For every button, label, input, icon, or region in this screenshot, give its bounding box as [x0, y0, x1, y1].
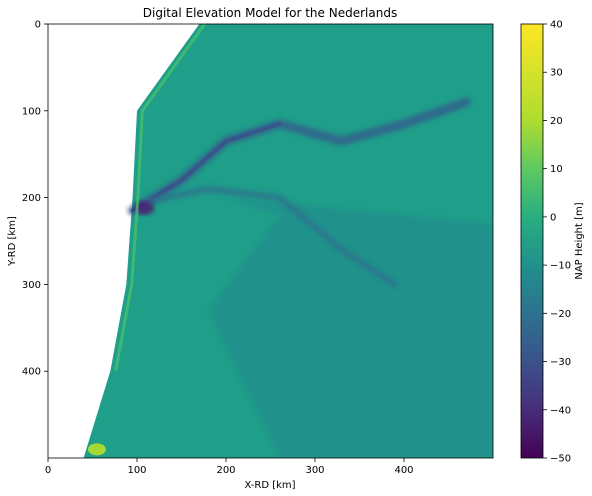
y-axis-ticks: 0 100 200 300 400 — [22, 20, 48, 378]
colorbar-tick-label: −40 — [550, 405, 571, 416]
plot-area — [47, 23, 494, 459]
colorbar-tick-label: 10 — [550, 164, 563, 175]
x-axis-label: X-RD [km] — [244, 480, 295, 491]
x-tick-label: 400 — [394, 465, 413, 476]
x-tick-label: 100 — [127, 465, 146, 476]
colorbar-tick-label: 0 — [550, 212, 556, 223]
y-tick-label: 200 — [22, 193, 41, 204]
colorbar-tick-label: −30 — [550, 357, 571, 368]
colorbar-tick-label: −20 — [550, 309, 571, 320]
x-axis-ticks: 0 100 200 300 400 — [45, 458, 414, 476]
x-tick-label: 0 — [45, 465, 51, 476]
x-tick-label: 200 — [216, 465, 235, 476]
colorbar-tick-label: 20 — [550, 116, 563, 127]
y-tick-label: 400 — [22, 367, 41, 378]
y-tick-label: 300 — [22, 280, 41, 291]
colorbar-tick-label: 40 — [550, 20, 563, 31]
coastal-dunes — [114, 24, 206, 372]
deep-channel-mouth — [134, 201, 155, 216]
shallow-sea-area — [208, 197, 493, 458]
colorbar-tick-label: 30 — [550, 68, 563, 79]
y-tick-label: 0 — [35, 20, 41, 31]
y-tick-label: 100 — [22, 106, 41, 117]
main-channel-core — [130, 121, 282, 213]
secondary-channel — [142, 185, 399, 288]
colorbar: 40 30 20 10 0 −10 −20 −30 −40 −50 NAP Height [m] — [520, 20, 585, 465]
plot-frame — [47, 23, 494, 459]
colorbar-ticks: 40 30 20 10 0 −10 −20 −30 −40 −50 — [543, 20, 571, 465]
x-tick-label: 300 — [305, 465, 324, 476]
colorbar-tick-label: −10 — [550, 261, 571, 272]
elevation-map — [83, 24, 493, 458]
colorbar-tick-label: −50 — [550, 454, 571, 465]
y-axis-label: Y-RD [km] — [7, 216, 18, 267]
chart-title: Digital Elevation Model for the Nederlan… — [143, 6, 397, 20]
high-elevation-spot — [87, 443, 106, 456]
colorbar-gradient — [520, 23, 544, 459]
colorbar-label: NAP Height [m] — [574, 202, 585, 279]
